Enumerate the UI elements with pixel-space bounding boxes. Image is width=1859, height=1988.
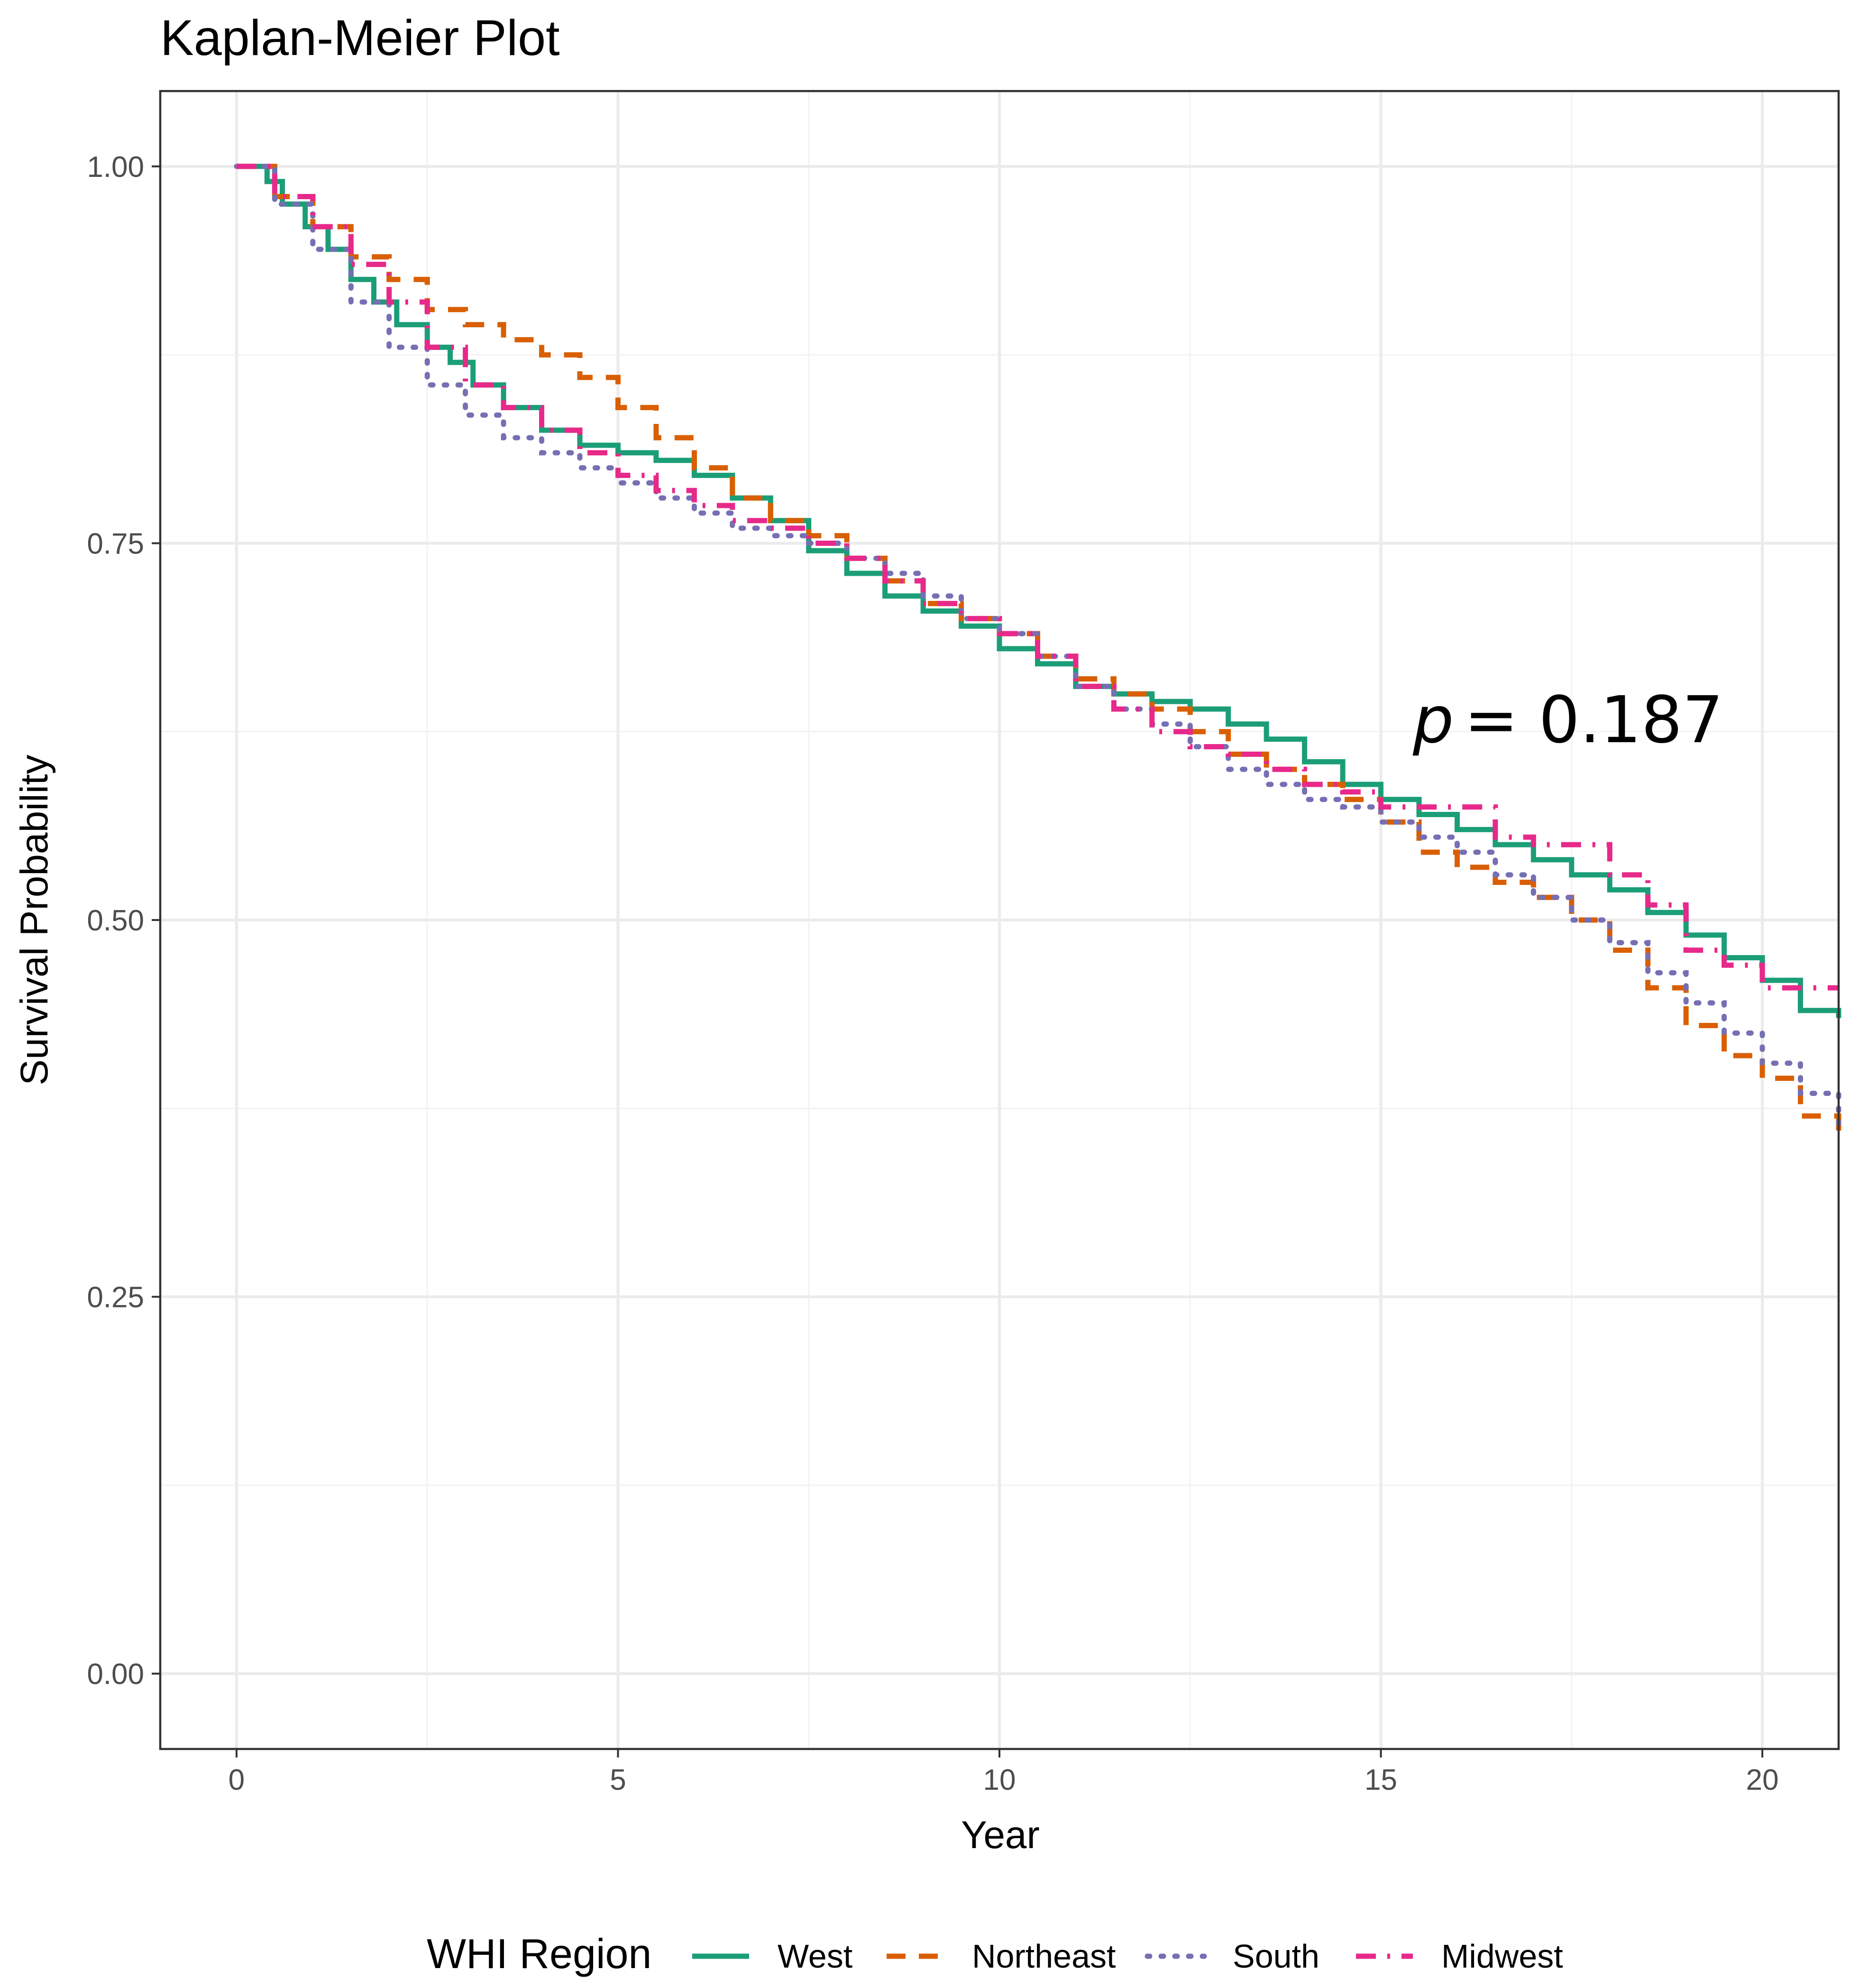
legend-title: WHI Region	[427, 1930, 651, 1977]
legend-label-south: South	[1233, 1938, 1319, 1975]
y-tick-label: 0.25	[87, 1281, 144, 1314]
legend-items: West Northeast South Midwest	[692, 1938, 1563, 1975]
chart-title: Kaplan-Meier Plot	[160, 10, 560, 66]
legend-label-midwest: Midwest	[1441, 1938, 1563, 1975]
plot-panel	[159, 90, 1841, 1750]
legend: WHI Region West Northeast South Midwest	[427, 1930, 1563, 1977]
x-tick-label: 20	[1746, 1764, 1779, 1796]
survival-curves	[234, 164, 1841, 1131]
y-tick-label: 0.75	[87, 527, 144, 560]
y-tick-label: 0.50	[87, 904, 144, 937]
p-value-annotation: p = 0.187	[1412, 683, 1723, 758]
series-line-west	[236, 164, 1841, 1018]
x-tick-label: 5	[610, 1764, 626, 1796]
p-value-text: = 0.187	[1464, 683, 1723, 758]
series-line-midwest	[236, 164, 1839, 991]
gridlines	[160, 91, 1839, 1749]
y-tick-label: 0.00	[87, 1658, 144, 1691]
y-tick-label: 1.00	[87, 151, 144, 184]
legend-label-northeast: Northeast	[972, 1938, 1116, 1975]
x-tick-label: 15	[1364, 1764, 1397, 1796]
x-axis-title: Year	[961, 1813, 1040, 1857]
legend-label-west: West	[778, 1938, 852, 1975]
x-tick-label: 10	[983, 1764, 1016, 1796]
p-value-symbol: p	[1412, 683, 1454, 758]
x-axis: 0 5 10 15 20	[229, 1749, 1779, 1796]
x-tick-label: 0	[229, 1764, 245, 1796]
y-axis: 0.00 0.25 0.50 0.75 1.00	[87, 151, 160, 1691]
y-axis-title: Survival Probability	[13, 755, 56, 1085]
